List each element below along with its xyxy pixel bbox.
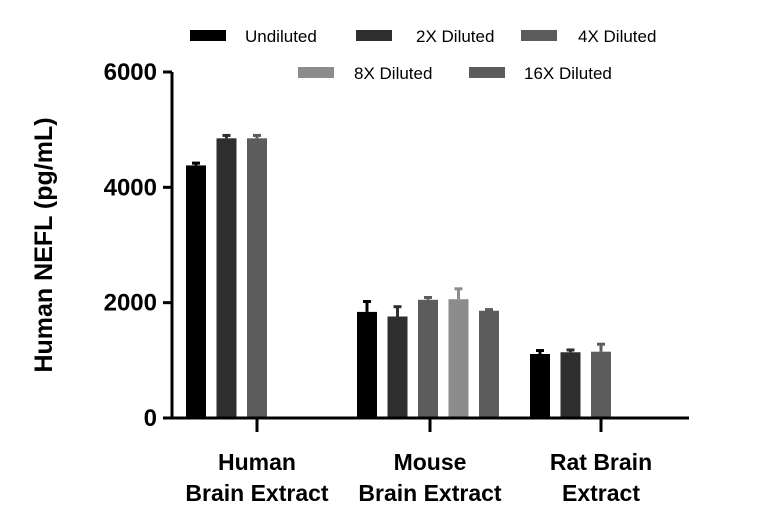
- y-tick-label: 2000: [104, 290, 157, 317]
- y-tick-label: 6000: [104, 59, 157, 86]
- bar: [591, 351, 611, 418]
- x-category-label: Brain Extract: [185, 480, 329, 506]
- x-category-label: Mouse: [394, 449, 467, 475]
- bar: [560, 352, 581, 418]
- y-tick-label: 4000: [104, 174, 157, 201]
- bars: [186, 133, 611, 419]
- x-category-label: Human: [218, 449, 296, 475]
- bar: [247, 138, 267, 419]
- bar: [479, 310, 499, 418]
- legend-label: 2X Diluted: [416, 27, 494, 46]
- legend-swatch: [521, 30, 557, 41]
- bar: [418, 299, 438, 418]
- bar: [357, 311, 377, 418]
- bar: [530, 353, 550, 418]
- bar: [216, 138, 237, 419]
- bar: [387, 316, 408, 418]
- y-axis-title: Human NEFL (pg/mL): [30, 117, 58, 372]
- legend-swatch: [356, 30, 392, 41]
- x-category-label: Brain Extract: [358, 480, 502, 506]
- legend-label: 8X Diluted: [354, 64, 432, 83]
- bar: [186, 165, 206, 418]
- legend: Undiluted 2X Diluted 4X Diluted 8X Diluted 1…: [190, 27, 656, 83]
- legend-label: 4X Diluted: [578, 27, 656, 46]
- legend-swatch: [190, 30, 226, 41]
- y-ticks: 0 2000 4000 6000: [104, 59, 172, 432]
- legend-swatch: [298, 67, 334, 78]
- x-category-label: Extract: [562, 480, 640, 506]
- y-tick-label: 0: [144, 405, 157, 432]
- x-category-label: Rat Brain: [550, 449, 652, 475]
- x-categories: Human Brain Extract Mouse Brain Extract Rat …: [185, 418, 652, 506]
- legend-label: 16X Diluted: [524, 64, 612, 83]
- bar: [448, 299, 469, 418]
- legend-label: Undiluted: [245, 27, 317, 46]
- legend-swatch: [469, 67, 505, 78]
